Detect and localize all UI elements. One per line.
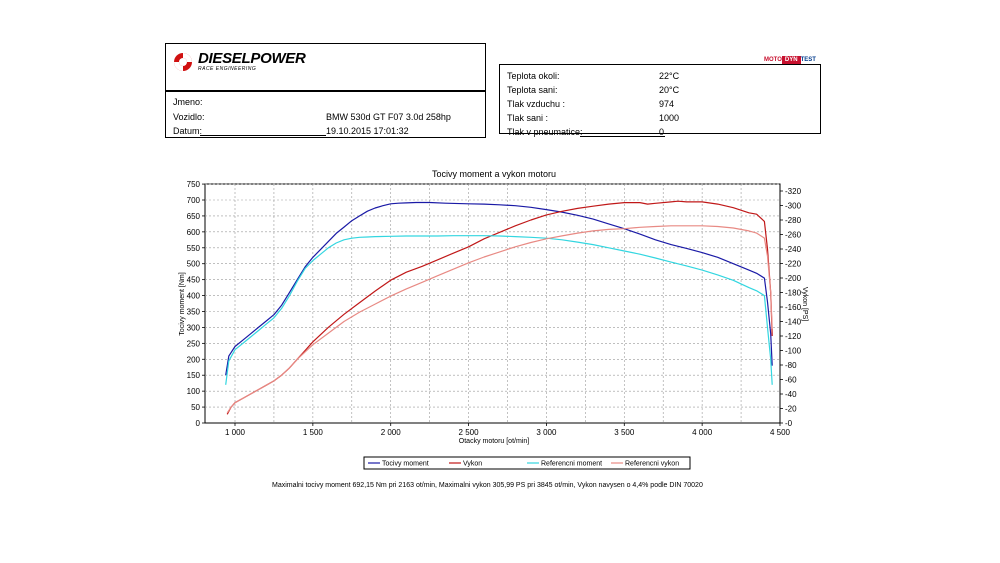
x-tick-label: 2 000	[381, 428, 402, 437]
x-axis-label: Otacky motoru [ot/min]	[459, 438, 529, 445]
summary-text: Maximalni tocivy moment 692,15 Nm pri 21…	[272, 482, 703, 489]
y2-tick-label: -320	[785, 187, 802, 196]
pneumatice-underline	[580, 136, 665, 137]
x-axis-ticks: 1 000 1 500 2 000 2 500 3 000 3 500 4 000 4 500	[225, 423, 791, 437]
y2-tick-label: -280	[785, 216, 802, 225]
field-label-vozidlo: Vozidlo:	[173, 112, 205, 122]
legend: Tocivy moment Vykon Referencni moment Refer…	[368, 461, 679, 468]
y2-tick-label: -300	[785, 202, 802, 211]
legend-label-tocivy-moment: Tocivy moment	[382, 461, 429, 468]
cond-value-teplota-okoli: 22°C	[659, 71, 680, 81]
logo-icon	[173, 52, 193, 72]
y-tick-label: 750	[187, 180, 201, 189]
vehicle-info-box	[165, 91, 486, 138]
logo-text: DIESELPOWER	[198, 50, 306, 67]
y-tick-label: 200	[187, 355, 201, 364]
y-tick-label: 450	[187, 276, 201, 285]
y-tick-label: 600	[187, 228, 201, 237]
cond-value-teplota-sani: 20°C	[659, 85, 680, 95]
field-value-datum: 19.10.2015 17:01:32	[326, 126, 409, 136]
plot-area	[204, 183, 781, 424]
y-tick-label: 500	[187, 260, 201, 269]
x-tick-label: 1 000	[225, 428, 246, 437]
field-value-vozidlo: BMW 530d GT F07 3.0d 258hp	[326, 112, 451, 122]
x-tick-label: 3 000	[536, 428, 557, 437]
cond-label-tlak-pneumatice: Tlak v pneumatice:	[507, 127, 583, 137]
y-axis-label: Tocivy moment [Nm]	[179, 272, 186, 335]
y2-tick-label: -200	[785, 274, 802, 283]
y-tick-label: 400	[187, 292, 201, 301]
y-tick-label: 250	[187, 339, 201, 348]
y-tick-label: 150	[187, 371, 201, 380]
y-tick-label: 550	[187, 244, 201, 253]
cond-label-teplota-okoli: Teplota okoli:	[507, 71, 560, 81]
y2-tick-label: -80	[785, 361, 797, 370]
logo-box	[165, 43, 486, 91]
x-tick-label: 2 500	[459, 428, 480, 437]
legend-label-referencni-moment: Referencni moment	[541, 461, 602, 468]
y2-tick-label: -0	[785, 419, 793, 428]
datum-underline	[200, 135, 326, 136]
field-label-datum: Datum:	[173, 126, 203, 136]
y2-tick-label: -180	[785, 289, 802, 298]
y2-tick-label: -40	[785, 390, 797, 399]
y-tick-label: 100	[187, 387, 201, 396]
cond-label-tlak-sani: Tlak sani :	[507, 113, 549, 123]
logo-subtitle: RACE ENGINEERING	[198, 66, 257, 72]
conditions-box	[499, 64, 821, 134]
series-line-referencni-moment	[225, 235, 773, 385]
y-tick-label: 350	[187, 308, 201, 317]
cond-value-tlak-vzduchu: 974	[659, 99, 675, 109]
y2-tick-label: -160	[785, 303, 802, 312]
series-lines	[225, 200, 773, 415]
y-tick-label: 300	[187, 323, 201, 332]
y2-tick-label: -20	[785, 405, 797, 414]
legend-label-vykon: Vykon	[463, 461, 482, 468]
y2-tick-label: -240	[785, 245, 802, 254]
x-tick-label: 3 500	[614, 428, 635, 437]
y2-tick-label: -220	[785, 260, 802, 269]
motodyntest-badge: MOTO DYN TEST	[764, 56, 816, 64]
x-tick-label: 1 500	[303, 428, 324, 437]
y2-tick-label: -120	[785, 332, 802, 341]
cond-label-tlak-vzduchu: Tlak vzduchu :	[507, 99, 566, 109]
legend-label-referencni-vykon: Referencni vykon	[625, 461, 679, 468]
cond-value-tlak-sani: 1000	[659, 113, 680, 123]
cond-label-teplota-sani: Teplota sani:	[507, 85, 558, 95]
y2-tick-label: -60	[785, 376, 797, 385]
series-line-tocivy-moment	[225, 201, 773, 376]
y2-tick-label: -140	[785, 318, 802, 327]
y2-tick-label: -100	[785, 347, 802, 356]
x-tick-label: 4 500	[770, 428, 791, 437]
x-tick-label: 4 000	[692, 428, 713, 437]
left-axis-ticks: 0 50 100 150 200 250 300 350 400 450 500 550 600 650 7…	[187, 180, 205, 428]
field-label-jmeno: Jmeno:	[173, 97, 203, 107]
y-tick-label: 50	[191, 403, 200, 412]
y-tick-label: 0	[196, 419, 201, 428]
y2-axis-label: Vykon [PS]	[801, 287, 808, 321]
y2-tick-label: -260	[785, 231, 802, 240]
y-tick-label: 650	[187, 212, 201, 221]
cond-value-tlak-pneumatice: 0	[659, 127, 665, 137]
chart-title: Tocivy moment a vykon motoru	[432, 169, 556, 179]
right-axis-ticks: -0 -20 -40 -60 -80 -100 -120 -140 -160 -180 -200 -2…	[780, 187, 802, 428]
series-line-referencni-vykon	[226, 225, 773, 414]
y-tick-label: 700	[187, 196, 201, 205]
